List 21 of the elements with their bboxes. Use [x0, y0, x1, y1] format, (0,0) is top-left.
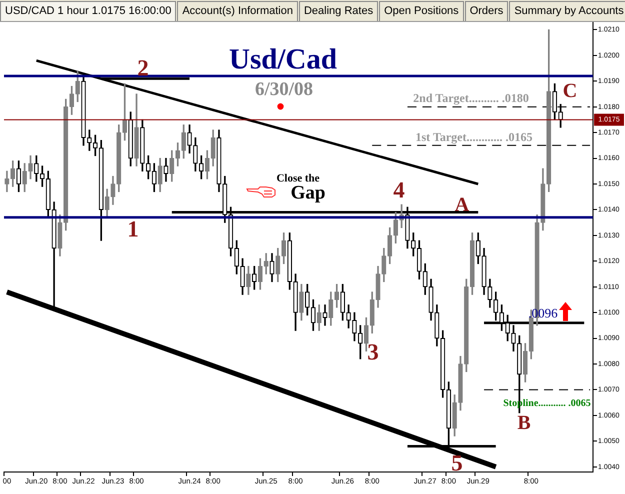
annotation: 2nd Target.......... .0180	[413, 91, 529, 105]
text: USD/CAD 1 hour 1.0175 16:00:00	[0, 1, 176, 21]
annotation: Gap	[290, 182, 326, 204]
annotation: 4	[393, 178, 405, 202]
text: Dealing Rates	[298, 1, 378, 21]
annotation: 1	[127, 216, 139, 242]
text: Orders	[464, 1, 508, 21]
annotation: 5	[451, 450, 463, 476]
text: 6/30/08	[254, 79, 314, 101]
annotation: 2	[137, 56, 149, 80]
annotation: .0096	[528, 306, 558, 320]
text: Usd/Cad	[229, 44, 337, 76]
annotation: C	[562, 80, 578, 102]
annotation: Close the	[276, 172, 320, 184]
text: Summary by Accounts	[509, 1, 625, 21]
annotation: A	[454, 194, 470, 216]
annotation: B	[517, 412, 531, 434]
text: Account(s) Information	[177, 1, 298, 21]
annotation: 1st Target............ .0165	[416, 130, 532, 144]
text: Open Positions	[379, 1, 464, 21]
annotation: 3	[367, 340, 379, 364]
